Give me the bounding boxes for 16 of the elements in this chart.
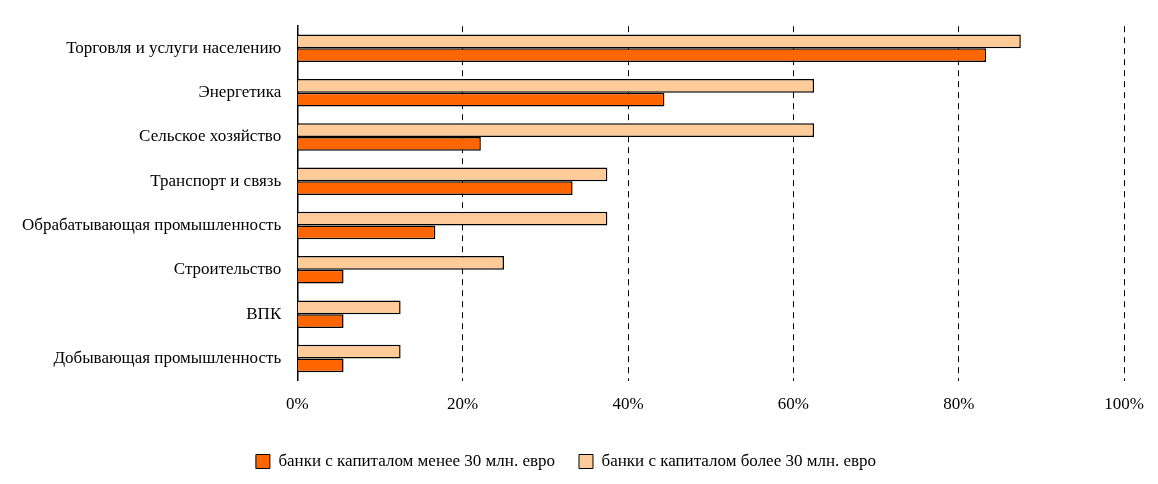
x-tick-label: 80% bbox=[943, 394, 975, 414]
x-tick-label: 0% bbox=[285, 394, 309, 414]
y-tick-label: Транспорт и связь bbox=[150, 170, 282, 190]
legend-label: банки с капиталом менее 30 млн. евро bbox=[278, 450, 556, 470]
legend-label: банки с капиталом более 30 млн. евро bbox=[601, 450, 877, 470]
x-tick-label: 40% bbox=[612, 394, 644, 414]
y-tick-label: ВПК bbox=[246, 303, 282, 323]
y-tick-label: Торговля и услуги населению bbox=[66, 37, 282, 57]
y-tick-label: Обрабатывающая промышленность bbox=[22, 215, 282, 235]
x-tick-label: 60% bbox=[777, 394, 809, 414]
x-tick-label: 100% bbox=[1104, 394, 1145, 414]
y-tick-label: Добывающая промышленность bbox=[53, 347, 282, 367]
x-tick-label: 20% bbox=[447, 394, 479, 414]
y-tick-label: Сельское хозяйство bbox=[139, 126, 282, 146]
y-tick-label: Энергетика bbox=[198, 82, 282, 102]
y-tick-label: Строительство bbox=[173, 259, 282, 279]
